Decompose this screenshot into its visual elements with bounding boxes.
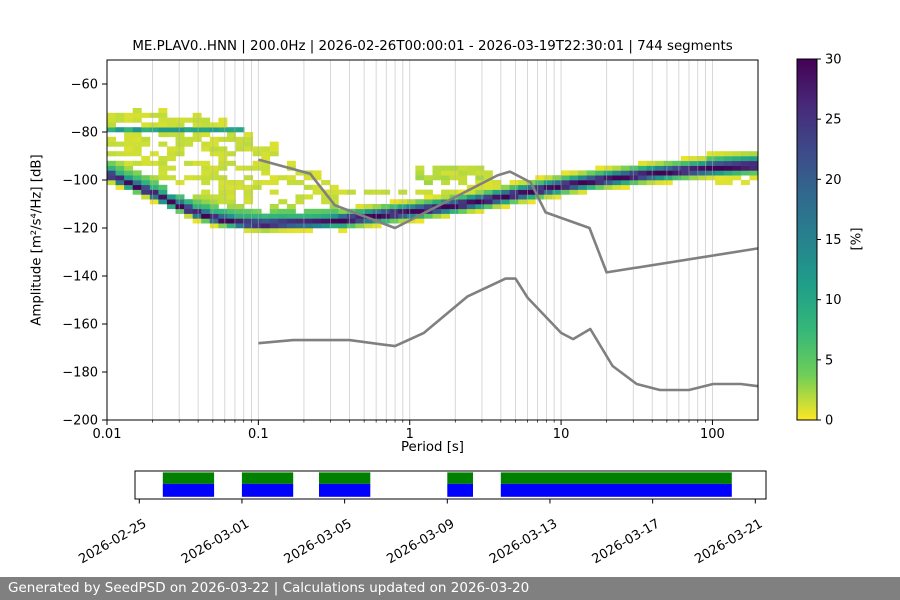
y-tick-label: −160	[62, 318, 98, 333]
colorbar-tick-label: 30	[825, 53, 842, 68]
y-tick-label: −100	[62, 174, 98, 189]
y-tick-label: −60	[71, 78, 98, 93]
plot-title: ME.PLAV0..HNN | 200.0Hz | 2026-02-26T00:…	[132, 39, 733, 54]
colorbar-tick-label: 20	[825, 173, 842, 188]
timeline-tick-label: 2026-03-17	[590, 516, 663, 567]
colorbar-gradient	[797, 59, 817, 420]
x-tick-label: 100	[700, 427, 725, 442]
timeline-segment-data-available	[447, 472, 473, 484]
timeline-tick-label: 2026-03-05	[282, 516, 355, 567]
timeline-segment-data-available	[162, 472, 215, 484]
timeline-segment-data-available	[319, 472, 371, 484]
y-axis-label: Amplitude [m²/s⁴/Hz] [dB]	[29, 154, 45, 326]
footer-bar: Generated by SeedPSD on 2026-03-22 | Cal…	[0, 577, 900, 600]
x-tick-label: 10	[553, 427, 570, 442]
x-tick-label: 1	[406, 427, 414, 442]
psd-chart-canvas: 0.01 0.1 1 10 100−200−180−160−140−120−100−80…	[62, 53, 842, 568]
timeline-tick-label: 2026-02-25	[76, 516, 149, 567]
y-tick-label: −200	[62, 414, 98, 429]
plot-axes: 0.01 0.1 1 10 100 −200 −180 −160 −140 −120 −100 −80…	[62, 59, 759, 442]
timeline-segment-psd-computed	[319, 483, 371, 497]
timeline-segment-data-available	[500, 472, 732, 484]
timeline-segment-data-available	[241, 472, 294, 484]
timeline-segment-psd-computed	[447, 483, 473, 497]
x-tick-label: 0.01	[93, 427, 122, 442]
x-axis-label: Period [s]	[401, 440, 464, 455]
timeline-tick-label: 2026-03-09	[384, 516, 457, 567]
x-tick-label: 0.1	[248, 427, 269, 442]
timeline-segment-psd-computed	[241, 483, 294, 497]
colorbar-tick-label: 5	[825, 353, 833, 368]
footer-text: Generated by SeedPSD on 2026-03-22 | Cal…	[8, 580, 530, 596]
colorbar-label: [%]	[849, 227, 865, 251]
nhnm-line	[258, 158, 759, 274]
timeline-tick-label: 2026-03-13	[487, 516, 560, 567]
plot-border	[106, 59, 759, 421]
colorbar-tick-label: 25	[825, 113, 842, 128]
colorbar: 0 5 10 15 20 25 30	[796, 53, 842, 429]
timeline-tick-label: 2026-03-21	[692, 516, 765, 567]
y-tick-label: −120	[62, 222, 98, 237]
grid-lines	[152, 60, 713, 420]
colorbar-tick-label: 10	[825, 293, 842, 308]
y-tick-label: −180	[62, 366, 98, 381]
timeline: 2026-02-25 2026-03-01 2026-03-05 2026-03-09…	[76, 470, 767, 567]
timeline-segment-psd-computed	[500, 483, 732, 497]
timeline-tick-label: 2026-03-01	[179, 516, 252, 567]
nlnm-line	[258, 277, 759, 392]
colorbar-tick-label: 0	[825, 414, 833, 429]
y-tick-label: −140	[62, 270, 98, 285]
colorbar-tick-label: 15	[825, 233, 842, 248]
y-tick-label: −80	[71, 126, 98, 141]
timeline-segment-psd-computed	[162, 483, 215, 497]
histogram-cells	[107, 108, 759, 234]
